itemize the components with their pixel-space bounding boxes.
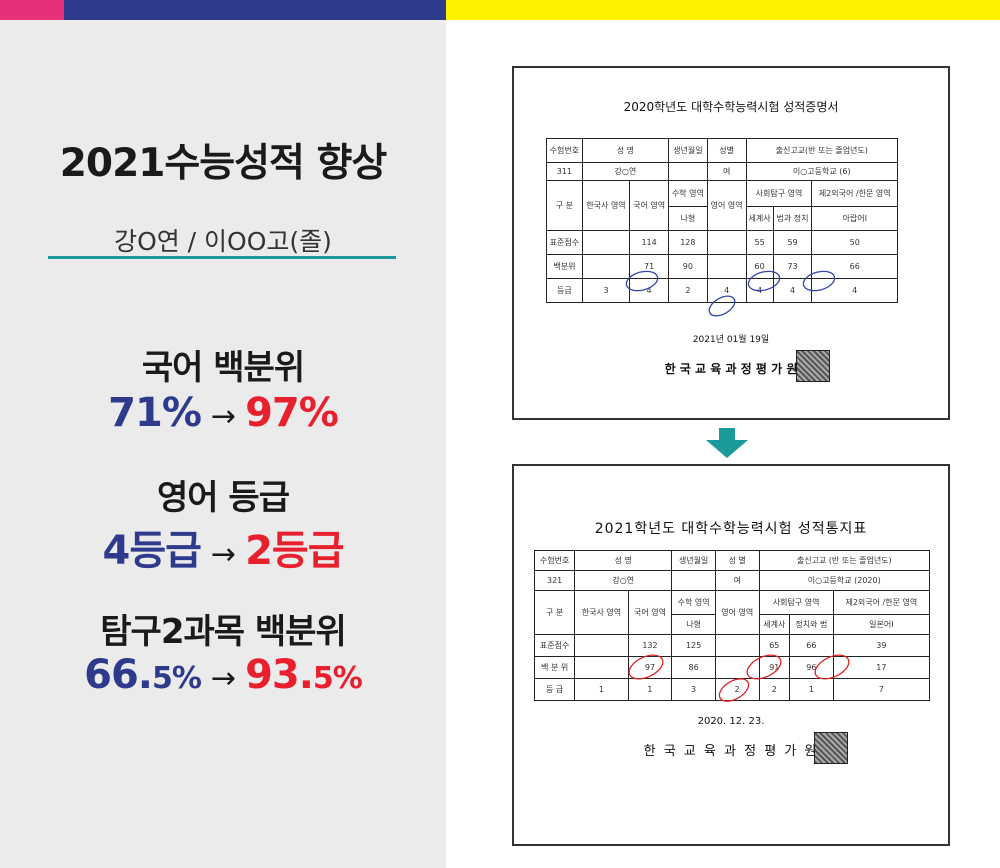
arrow-icon: → xyxy=(210,537,236,572)
score-report-2021: 2021학년도 대학수학능력시험 성적통지표 수험번호 성 명 생년월일 성 별… xyxy=(512,464,950,846)
stat-korean-to: 97% xyxy=(245,390,339,436)
arrow-icon: → xyxy=(210,661,236,696)
doc1-header-cell: 출신고교(반 또는 졸업년도) xyxy=(745,138,899,163)
doc1-cell: 90 xyxy=(667,254,708,279)
doc2-cell: 사회탐구 영역 xyxy=(758,590,834,615)
doc2-pen-circles xyxy=(628,654,850,702)
doc2-title: 2021학년도 대학수학능력시험 성적통지표 xyxy=(594,521,868,537)
doc1-cell xyxy=(706,230,747,255)
doc2-cell: 7 xyxy=(832,678,931,701)
doc1-table: 수험번호 성 명 생년월일 성별 출신고교(반 또는 졸업년도) 311 강○연… xyxy=(546,138,899,303)
doc1-cell: 등급 xyxy=(546,278,583,303)
stat-inquiry-value: 66.5% → 93.5% xyxy=(0,652,446,698)
doc1-cell: 영어 영역 xyxy=(706,180,747,231)
stat-english-from: 4등급 xyxy=(102,528,201,574)
doc2-issuer: 한 국 교 육 과 정 평 가 원 xyxy=(643,744,819,759)
student-info: 강O연 / 이OO고(졸) xyxy=(114,227,332,256)
top-bar-yellow xyxy=(446,0,1000,20)
stat-inquiry-label: 탐구2과목 백분위 xyxy=(100,612,346,652)
doc1-title: 2020학년도 대학수학능력시험 성적증명서 xyxy=(623,100,839,114)
doc1-pen-circles xyxy=(625,270,836,317)
doc1-cell: 4 xyxy=(811,278,898,303)
doc1-cell: 국어 영역 xyxy=(629,180,669,231)
doc2-cell: 제2외국어 /한문 영역 xyxy=(832,590,931,615)
stat-english-to: 2등급 xyxy=(245,528,344,574)
score-certificate-2020: 2020학년도 대학수학능력시험 성적증명서 수험번호 성 명 생년월일 성별 … xyxy=(512,66,950,420)
doc1-cell: 세계사 xyxy=(745,206,774,231)
stat-korean-from: 71% xyxy=(108,390,202,436)
stat-inquiry-to: 93.5% xyxy=(245,652,363,698)
doc2-cell: 한국사 영역 xyxy=(574,590,629,635)
stat-inquiry-from: 66.5% xyxy=(84,652,202,698)
doc2-cell: 1 xyxy=(627,678,673,701)
doc1-issuer: 한 국 교 육 과 정 평 가 원 xyxy=(664,362,798,376)
doc2-cell: 구 분 xyxy=(533,590,576,635)
doc1-seal-stamp xyxy=(796,350,830,382)
arrow-icon: → xyxy=(210,399,236,434)
doc2-cell: 등 급 xyxy=(533,678,576,701)
down-arrow-icon xyxy=(706,428,748,458)
doc1-header-cell: 성별 xyxy=(706,138,747,163)
doc2-cell: 백 분 위 xyxy=(533,656,576,679)
doc1-cell: 114 xyxy=(629,230,669,255)
doc2-date: 2020. 12. 23. xyxy=(697,716,765,727)
doc1-cell: 73 xyxy=(772,254,813,279)
doc1-cell: 2 xyxy=(667,278,708,303)
stat-korean-value: 71% → 97% xyxy=(0,390,446,436)
left-panel xyxy=(0,20,446,868)
doc2-seal-stamp xyxy=(814,732,848,764)
doc1-cell: 법과 정치 xyxy=(772,206,813,231)
stat-english-label: 영어 등급 xyxy=(157,478,290,518)
page-title: 2021수능성적 향상 xyxy=(59,141,387,186)
top-bar-navy xyxy=(64,0,446,20)
doc2-cell: 영어 영역 xyxy=(714,590,760,635)
top-bar-pink xyxy=(0,0,64,20)
doc1-date: 2021년 01월 19일 xyxy=(692,335,770,345)
doc1-cell: 4 xyxy=(706,278,747,303)
doc1-cell: 128 xyxy=(667,230,708,255)
doc1-cell: 한국사 영역 xyxy=(581,180,631,231)
doc1-cell: 3 xyxy=(581,278,631,303)
doc1-cell: 사회탐구 영역 xyxy=(745,180,813,207)
doc2-table: 수험번호 성 명 생년월일 성 별 출신고교 (반 또는 졸업년도) 321 강… xyxy=(533,550,931,701)
stat-korean-label: 국어 백분위 xyxy=(141,348,305,388)
title-underline xyxy=(48,256,396,259)
doc1-cell xyxy=(581,230,631,255)
doc2-cell: 1 xyxy=(574,678,629,701)
stat-english-value: 4등급 → 2등급 xyxy=(0,518,446,576)
